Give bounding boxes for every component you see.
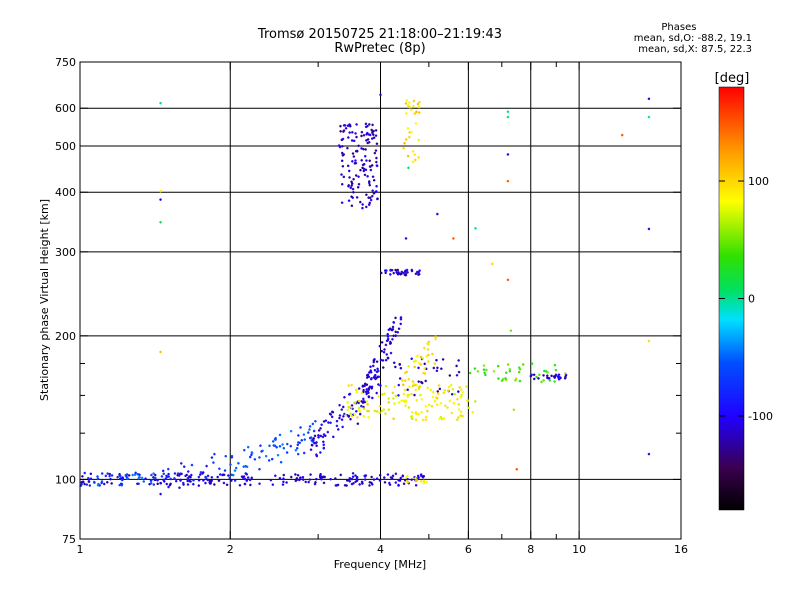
grid-lines: [80, 62, 681, 539]
y-tick-label: 75: [62, 533, 76, 546]
colorbar-tick-label: 0: [748, 293, 755, 306]
x-tick-label: 4: [377, 543, 384, 556]
phase-stats: Phases mean, sd,O: -88.2, 19.1 mean, sd,…: [634, 22, 752, 55]
y-tick-label: 500: [55, 140, 76, 153]
x-tick-labels: 1 2 4 6 8 10 16: [77, 543, 689, 556]
x-axis-label: Frequency [MHz]: [334, 558, 426, 571]
x-tick-label: 1: [77, 543, 84, 556]
x-tick-label: 2: [227, 543, 234, 556]
y-tick-label: 400: [55, 186, 76, 199]
y-tick-label: 300: [55, 246, 76, 259]
y-tick-labels: 75 100 200 300 400 500 600 750: [55, 56, 76, 546]
colorbar-tick-label: 100: [748, 175, 769, 188]
y-axis-label: Stationary phase Virtual Height [km]: [38, 199, 51, 401]
y-tick-label: 100: [55, 473, 76, 486]
colorbar-tick-label: -100: [748, 410, 773, 423]
chart-title-line1: Tromsø 20150725 21:18:00–21:19:43: [257, 27, 503, 42]
x-tick-label: 10: [572, 543, 586, 556]
phase-line-x: mean, sd,X: 87.5, 22.3: [638, 44, 752, 55]
axis-ticks: [79, 61, 682, 540]
chart-title-line2: RwPretec (8p): [334, 41, 426, 56]
x-tick-label: 16: [674, 543, 688, 556]
y-tick-label: 600: [55, 102, 76, 115]
y-tick-label: 200: [55, 330, 76, 343]
x-tick-label: 8: [527, 543, 534, 556]
phase-heading: Phases: [661, 22, 697, 33]
colorbar-label: [deg]: [715, 71, 750, 86]
x-tick-label: 6: [465, 543, 472, 556]
y-tick-label: 750: [55, 56, 76, 69]
data-points: [79, 93, 651, 496]
phase-line-o: mean, sd,O: -88.2, 19.1: [633, 33, 752, 44]
colorbar-ticks: -100 0 100: [719, 175, 773, 423]
